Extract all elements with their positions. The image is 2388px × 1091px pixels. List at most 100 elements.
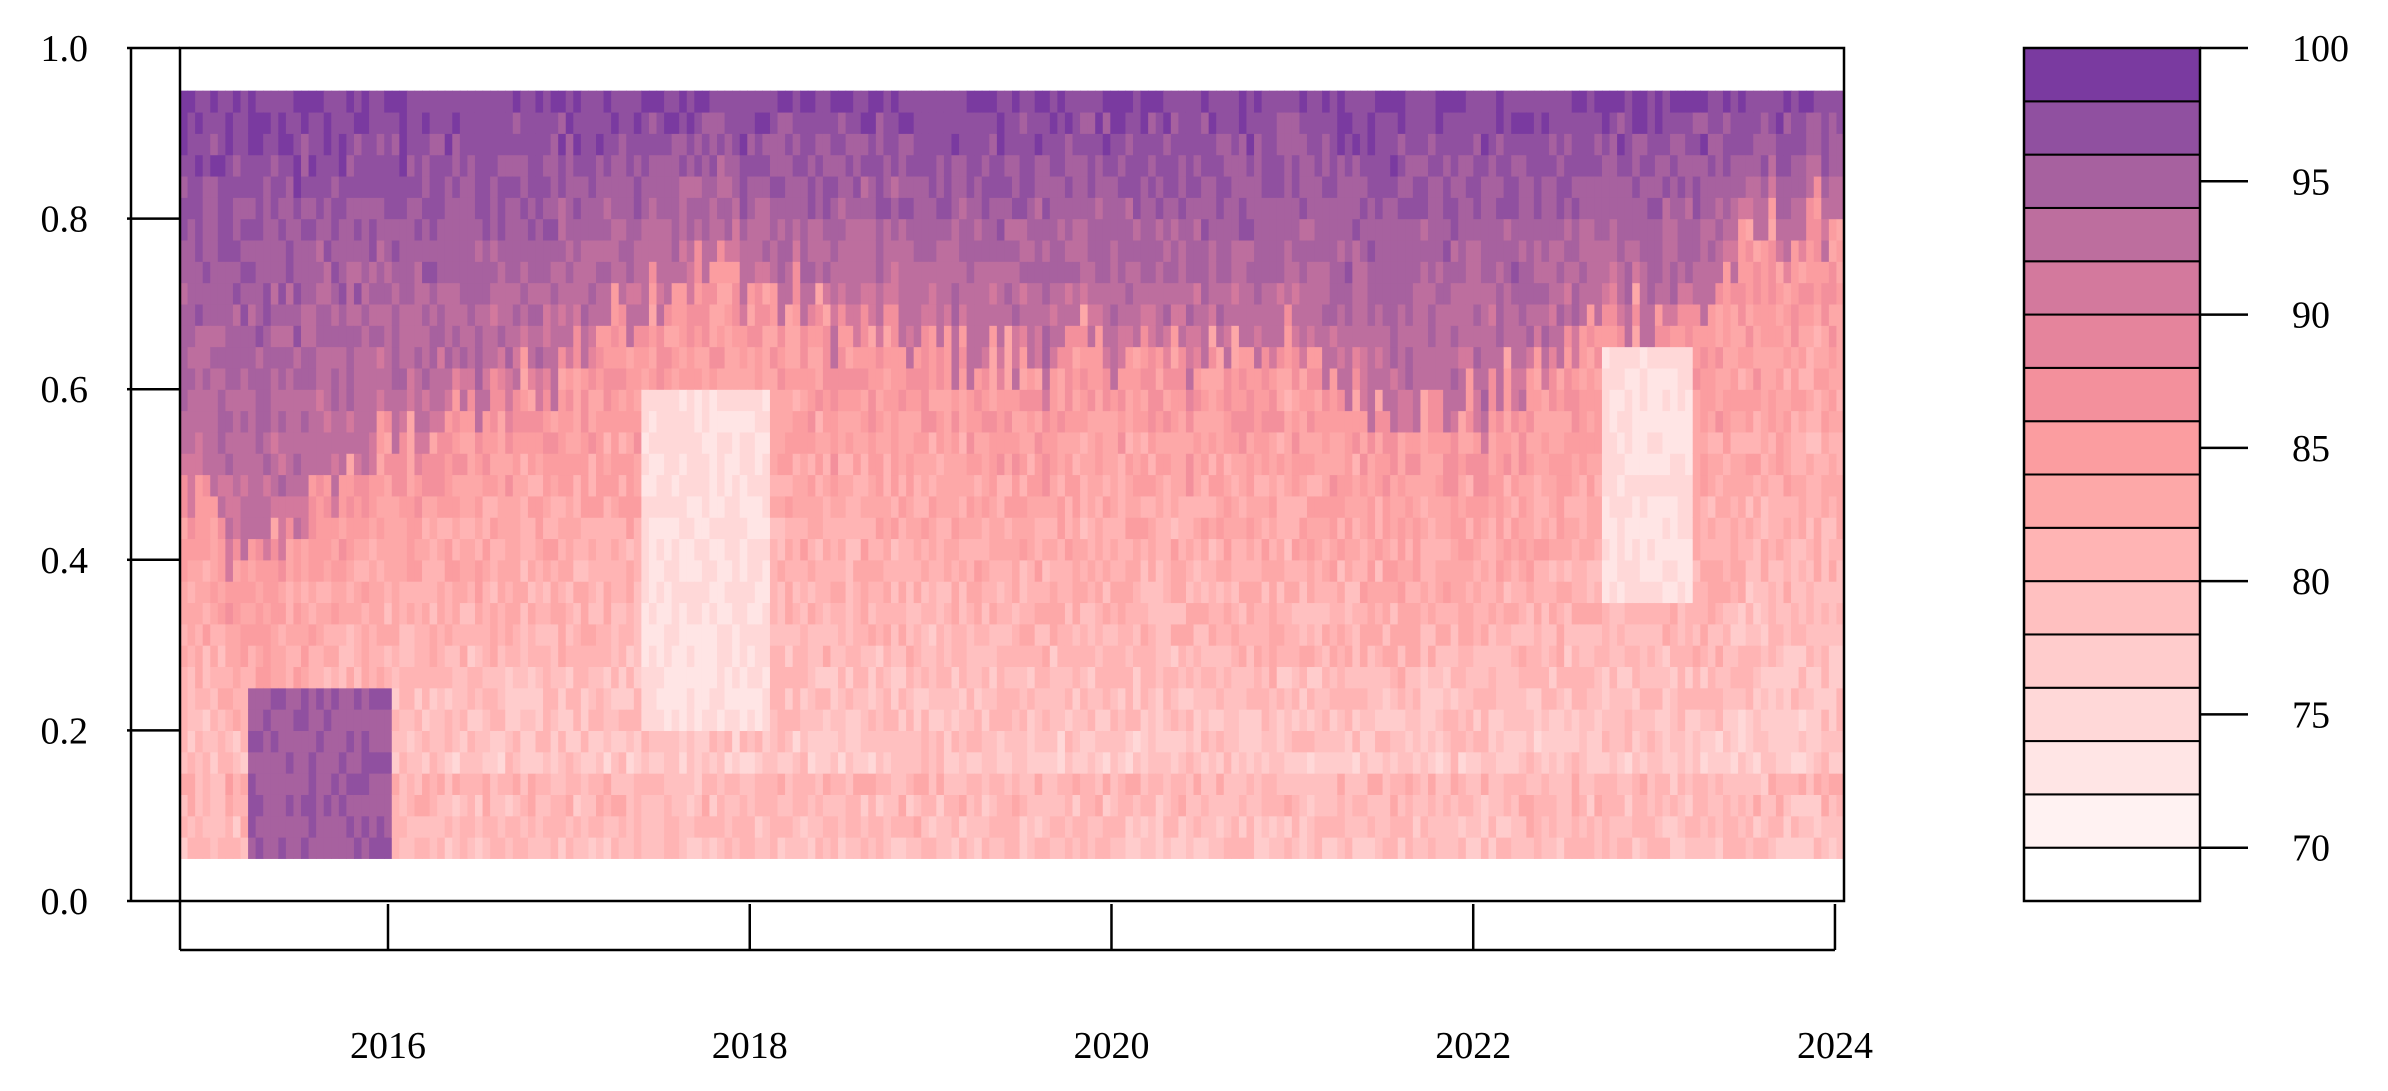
- heatmap-cell: [936, 367, 945, 390]
- heatmap-cell: [679, 794, 688, 817]
- heatmap-cell: [648, 303, 658, 326]
- heatmap-cell: [210, 239, 219, 262]
- heatmap-cell: [1178, 538, 1187, 561]
- heatmap-cell: [1216, 367, 1225, 390]
- heatmap-cell: [603, 837, 612, 859]
- heatmap-cell: [694, 175, 703, 198]
- heatmap-cell: [1019, 282, 1028, 305]
- heatmap-cell: [754, 794, 763, 817]
- heatmap-cell: [467, 602, 476, 625]
- heatmap-cell: [959, 133, 968, 156]
- heatmap-cell: [724, 197, 733, 220]
- heatmap-cell: [1216, 517, 1225, 540]
- heatmap-cell: [1163, 239, 1172, 262]
- heatmap-cell: [906, 538, 915, 561]
- heatmap-cell: [225, 453, 234, 476]
- heatmap-cell: [543, 623, 552, 646]
- heatmap-cell: [384, 261, 393, 284]
- heatmap-cell: [1034, 815, 1043, 838]
- heatmap-cell: [285, 367, 295, 390]
- heatmap-cell: [633, 367, 642, 390]
- heatmap-cell: [225, 645, 234, 668]
- heatmap-cell: [943, 239, 953, 262]
- heatmap-cell: [437, 837, 446, 859]
- heatmap-cell: [550, 517, 559, 540]
- heatmap-cell: [1004, 517, 1013, 540]
- heatmap-cell: [195, 581, 204, 604]
- heatmap-cell: [1140, 218, 1149, 241]
- heatmap-cell: [694, 346, 703, 369]
- heatmap-cell: [913, 517, 922, 540]
- heatmap-cell: [316, 303, 325, 326]
- heatmap-cell: [959, 389, 968, 412]
- heatmap-cell: [225, 389, 234, 412]
- heatmap-cell: [1004, 111, 1013, 134]
- heatmap-cell: [406, 261, 416, 284]
- heatmap-cell: [611, 730, 620, 753]
- heatmap-cell: [1133, 559, 1142, 582]
- heatmap-cell: [966, 90, 975, 113]
- heatmap-cell: [792, 453, 801, 476]
- heatmap-cell: [618, 474, 627, 497]
- heatmap-cell: [399, 602, 408, 625]
- heatmap-cell: [429, 687, 438, 710]
- heatmap-cell: [1042, 218, 1051, 241]
- heatmap-cell: [807, 751, 816, 774]
- heatmap-cell: [641, 538, 650, 561]
- heatmap-cell: [1080, 815, 1089, 838]
- heatmap-cell: [580, 559, 590, 582]
- heatmap-cell: [391, 623, 400, 646]
- heatmap-cell: [1216, 773, 1225, 795]
- heatmap-cell: [301, 410, 310, 433]
- heatmap-cell: [1110, 389, 1119, 412]
- heatmap-cell: [777, 197, 786, 220]
- heatmap-cell: [959, 111, 968, 134]
- heatmap-cell: [671, 559, 680, 582]
- heatmap-cell: [830, 367, 839, 390]
- heatmap-cell: [565, 666, 574, 689]
- heatmap-cell: [391, 602, 400, 625]
- heatmap-cell: [611, 261, 620, 284]
- heatmap-cell: [452, 815, 461, 838]
- heatmap-cell: [187, 218, 196, 241]
- heatmap-cell: [641, 730, 650, 753]
- heatmap-cell: [883, 175, 892, 198]
- heatmap-cell: [490, 815, 499, 838]
- heatmap-cell: [285, 453, 295, 476]
- heatmap-cell: [822, 367, 832, 390]
- heatmap-cell: [195, 282, 204, 305]
- heatmap-cell: [1049, 837, 1058, 859]
- heatmap-cell: [391, 431, 400, 454]
- heatmap-cell: [959, 303, 968, 326]
- heatmap-cell: [452, 837, 461, 859]
- heatmap-cell: [1201, 794, 1210, 817]
- heatmap-cell: [875, 559, 885, 582]
- heatmap-cell: [951, 389, 960, 412]
- heatmap-cell: [278, 623, 287, 646]
- heatmap-cell: [444, 623, 453, 646]
- heatmap-cell: [232, 666, 242, 689]
- heatmap-cell: [301, 367, 310, 390]
- heatmap-cell: [792, 794, 801, 817]
- heatmap-cell: [512, 559, 521, 582]
- heatmap-cell: [195, 538, 204, 561]
- heatmap-cell: [906, 517, 915, 540]
- heatmap-cell: [1216, 645, 1225, 668]
- heatmap-cell: [951, 261, 960, 284]
- heatmap-cell: [1019, 453, 1028, 476]
- heatmap-cell: [573, 815, 582, 838]
- heatmap-cell: [1133, 133, 1142, 156]
- heatmap-cell: [936, 261, 945, 284]
- heatmap-cell: [1178, 517, 1187, 540]
- heatmap-cell: [384, 346, 393, 369]
- heatmap-cell: [232, 751, 242, 774]
- heatmap-cell: [1095, 709, 1104, 731]
- heatmap-cell: [694, 645, 703, 668]
- heatmap-cell: [301, 623, 310, 646]
- heatmap-cell: [747, 282, 756, 305]
- heatmap-cell: [391, 517, 400, 540]
- heatmap-cell: [316, 239, 325, 262]
- heatmap-cell: [921, 730, 930, 753]
- heatmap-cell: [565, 623, 574, 646]
- heatmap-cell: [338, 410, 347, 433]
